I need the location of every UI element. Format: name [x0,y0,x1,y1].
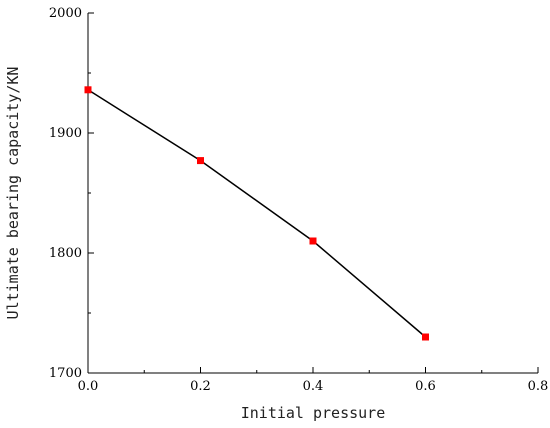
y-tick-label: 1900 [49,126,82,141]
y-axis-title: Ultimate bearing capacity/KN [4,67,22,320]
x-tick-label: 0.2 [190,379,211,394]
x-axis-title: Initial pressure [241,404,386,422]
data-point-marker [309,237,317,245]
series-line [87,89,426,338]
series [84,86,429,341]
y-tick-label: 1800 [49,246,82,261]
y-tick-label: 1700 [49,366,82,381]
y-tick-label: 2000 [49,6,82,21]
x-tick-label: 0.0 [78,379,99,394]
data-point-marker [422,333,429,341]
x-tick-label: 0.4 [303,379,324,394]
axes [87,13,538,374]
data-point-marker [84,86,92,94]
x-tick-label: 0.6 [415,379,436,394]
data-point-marker [197,157,204,165]
x-tick-label: 0.8 [528,379,549,394]
ticks: 0.0 0.2 0.4 0.6 0.8 1700 1800 1900 2000 [49,6,548,394]
